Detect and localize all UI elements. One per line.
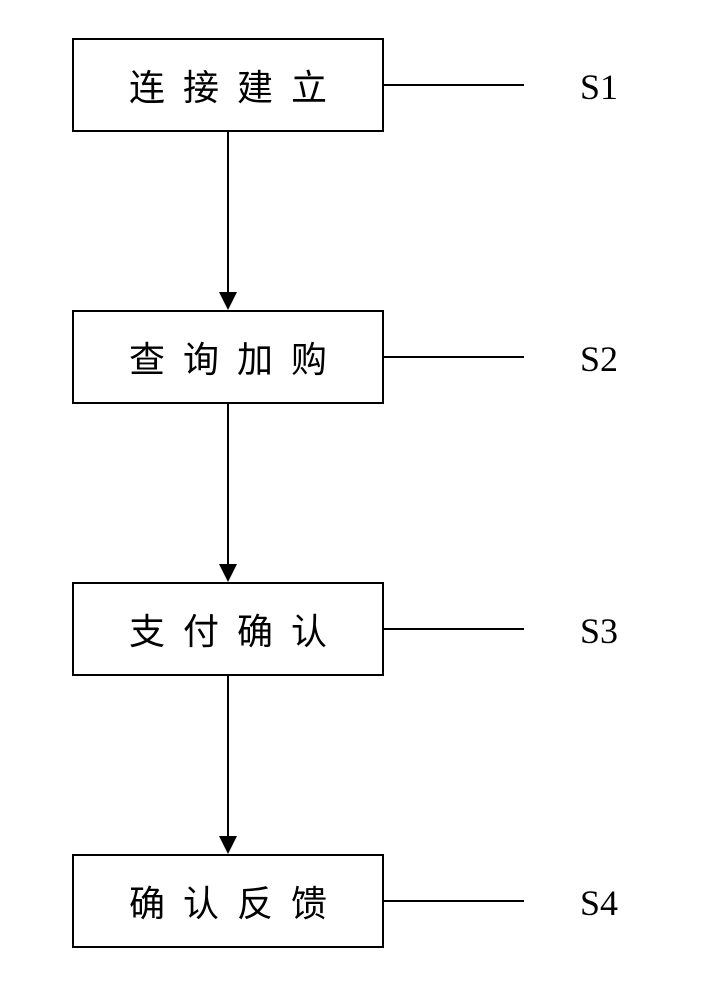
arrow-line bbox=[227, 404, 229, 564]
connector-line bbox=[384, 628, 524, 630]
node-label: S2 bbox=[580, 338, 618, 380]
arrow-head bbox=[219, 836, 237, 854]
node-label: S4 bbox=[580, 882, 618, 924]
node-text: 确认反馈 bbox=[129, 875, 345, 927]
node-text: 连接建立 bbox=[129, 59, 345, 111]
arrow-head bbox=[219, 564, 237, 582]
flowchart-container: 连接建立 S1 查询加购 S2 支付确认 S3 确认反馈 S4 bbox=[0, 0, 713, 1000]
connector-line bbox=[384, 84, 524, 86]
arrow-head bbox=[219, 292, 237, 310]
arrow-line bbox=[227, 132, 229, 292]
node-label: S1 bbox=[580, 66, 618, 108]
connector-line bbox=[384, 356, 524, 358]
node-label: S3 bbox=[580, 610, 618, 652]
node-text: 支付确认 bbox=[129, 603, 345, 655]
flowchart-node: 连接建立 bbox=[72, 38, 384, 132]
arrow-line bbox=[227, 676, 229, 836]
flowchart-node: 确认反馈 bbox=[72, 854, 384, 948]
connector-line bbox=[384, 900, 524, 902]
node-text: 查询加购 bbox=[129, 331, 345, 383]
flowchart-node: 查询加购 bbox=[72, 310, 384, 404]
flowchart-node: 支付确认 bbox=[72, 582, 384, 676]
